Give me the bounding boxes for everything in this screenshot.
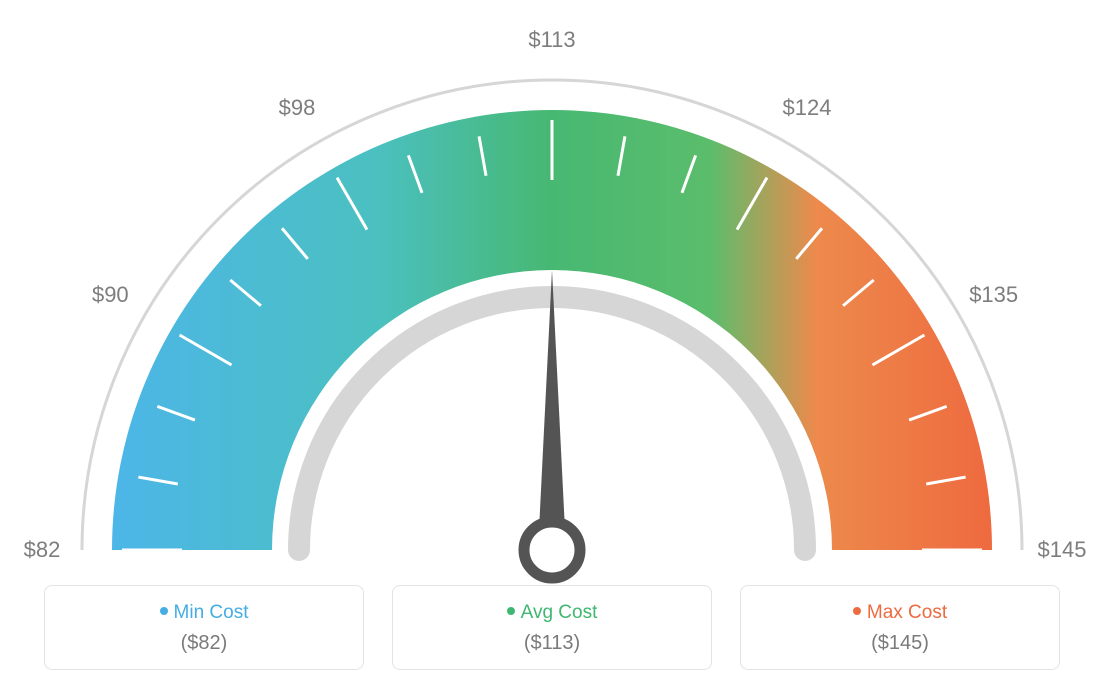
- legend-title-text: Avg Cost: [521, 602, 598, 623]
- cost-gauge: $82 $90 $98 $113 $124 $135 $145: [0, 0, 1104, 560]
- gauge-tick-label: $98: [279, 95, 316, 121]
- legend-value-avg: ($113): [393, 632, 711, 655]
- gauge-tick-label: $145: [1038, 537, 1087, 563]
- legend-value-max: ($145): [741, 632, 1059, 655]
- legend-card-min: Min Cost ($82): [44, 585, 364, 670]
- gauge-tick-label: $124: [783, 95, 832, 121]
- dot-icon: [853, 607, 861, 615]
- legend-title-min: Min Cost: [45, 602, 363, 624]
- gauge-tick-label: $135: [969, 282, 1018, 308]
- legend-row: Min Cost ($82) Avg Cost ($113) Max Cost …: [0, 585, 1104, 670]
- legend-title-max: Max Cost: [741, 602, 1059, 624]
- gauge-tick-label: $90: [92, 282, 129, 308]
- legend-card-avg: Avg Cost ($113): [392, 585, 712, 670]
- gauge-svg: [0, 30, 1104, 600]
- dot-icon: [507, 607, 515, 615]
- legend-title-text: Max Cost: [867, 602, 947, 623]
- legend-value-min: ($82): [45, 632, 363, 655]
- gauge-tick-label: $113: [528, 27, 575, 53]
- dot-icon: [160, 607, 168, 615]
- gauge-tick-label: $82: [24, 537, 61, 563]
- legend-card-max: Max Cost ($145): [740, 585, 1060, 670]
- legend-title-text: Min Cost: [174, 602, 249, 623]
- legend-title-avg: Avg Cost: [393, 602, 711, 624]
